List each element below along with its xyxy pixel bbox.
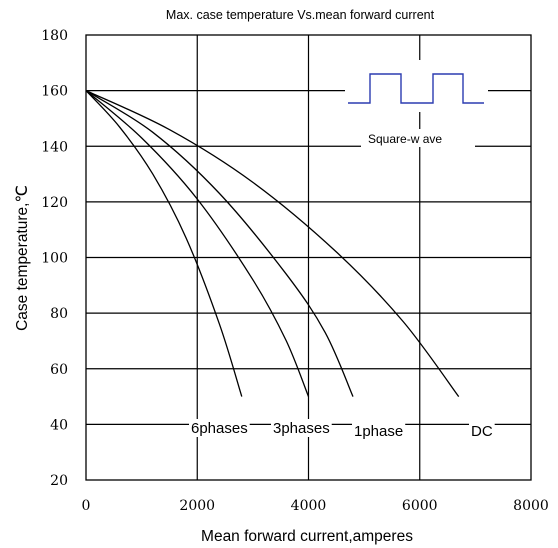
y-tick-label: 140 [41, 139, 68, 155]
y-tick-label: 100 [41, 251, 68, 267]
y-tick-label: 40 [50, 417, 68, 433]
y-tick-label: 60 [50, 362, 68, 378]
y-tick-label: 20 [50, 473, 68, 489]
x-axis-ticks: 0 2000 4000 6000 8000 [82, 498, 549, 514]
series-line-1phase [85, 90, 354, 397]
series-line-dc [85, 90, 460, 397]
series-label-bg [469, 422, 495, 440]
x-tick-label: 8000 [513, 498, 549, 514]
series-label-bg [271, 419, 332, 437]
series-label-bg [352, 422, 406, 440]
y-tick-label: 120 [41, 195, 68, 211]
series-label: 1phase [354, 423, 403, 440]
series-line-3phases [85, 90, 310, 397]
y-axis-label: Case temperature,℃ [14, 185, 31, 331]
x-tick-label: 4000 [291, 498, 327, 514]
grid [86, 35, 531, 480]
x-tick-label: 6000 [402, 498, 438, 514]
series-label: DC [471, 423, 493, 440]
square-wave-icon [345, 60, 488, 112]
series-labels: 6phases 3phases 1phase DC [189, 419, 495, 440]
plot-frame [85, 34, 532, 481]
y-tick-label: 80 [50, 306, 68, 322]
series-label: 3phases [273, 420, 330, 437]
y-axis-ticks: 20 40 60 80 100 120 140 160 180 [41, 28, 68, 489]
chart-title: Max. case temperature Vs.mean forward cu… [166, 8, 435, 22]
series-line-6phases [85, 90, 243, 397]
series-curves [85, 90, 460, 397]
y-tick-label: 160 [41, 84, 68, 100]
x-tick-label: 2000 [179, 498, 215, 514]
y-tick-label: 180 [41, 28, 68, 44]
x-axis-label: Mean forward current,amperes [201, 528, 413, 545]
x-tick-label: 0 [82, 498, 91, 514]
series-label: 6phases [191, 420, 248, 437]
series-label-bg [189, 419, 250, 437]
waveform-label: Square-w ave [368, 132, 442, 146]
